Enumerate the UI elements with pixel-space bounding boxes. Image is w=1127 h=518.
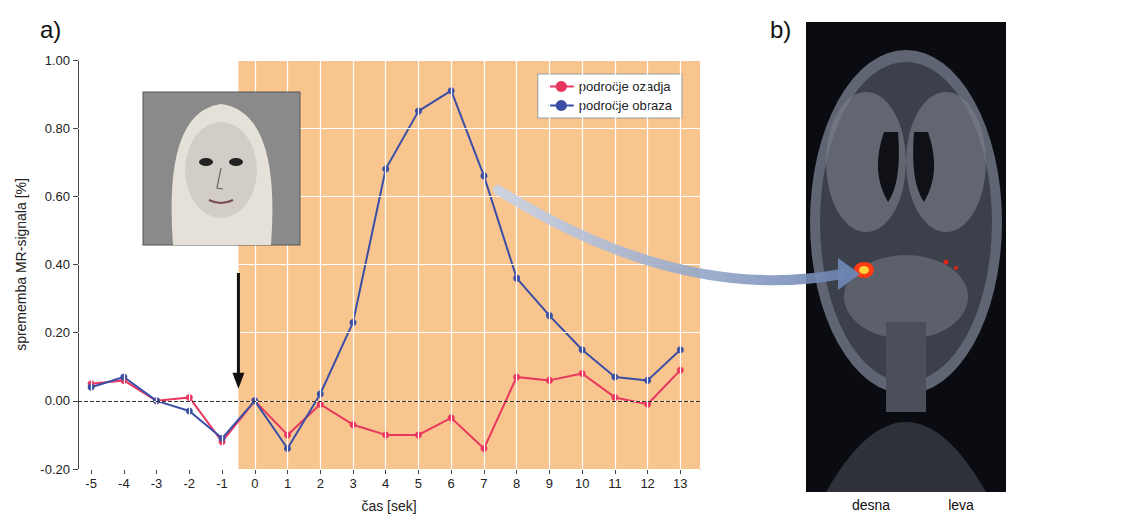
svg-text:b): b) — [770, 16, 791, 43]
svg-text:4: 4 — [382, 476, 389, 491]
svg-text:-2: -2 — [184, 476, 196, 491]
svg-text:a): a) — [40, 16, 61, 43]
svg-text:3: 3 — [349, 476, 356, 491]
svg-text:-1: -1 — [216, 476, 228, 491]
svg-text:0: 0 — [251, 476, 258, 491]
svg-text:7: 7 — [480, 476, 487, 491]
svg-text:-3: -3 — [151, 476, 163, 491]
svg-text:sprememba MR-signala [%]: sprememba MR-signala [%] — [13, 178, 29, 351]
svg-text:1: 1 — [284, 476, 291, 491]
svg-text:0.60: 0.60 — [45, 189, 70, 204]
svg-text:6: 6 — [448, 476, 455, 491]
svg-text:področje obraza: področje obraza — [579, 98, 673, 113]
svg-text:-5: -5 — [85, 476, 97, 491]
svg-text:čas [sek]: čas [sek] — [361, 498, 416, 514]
svg-text:5: 5 — [415, 476, 422, 491]
svg-text:0.80: 0.80 — [45, 121, 70, 136]
svg-text:0.40: 0.40 — [45, 257, 70, 272]
svg-text:0.20: 0.20 — [45, 325, 70, 340]
svg-text:10: 10 — [575, 476, 589, 491]
svg-text:12: 12 — [640, 476, 654, 491]
svg-text:8: 8 — [513, 476, 520, 491]
svg-text:področje ozadja: področje ozadja — [579, 79, 672, 94]
svg-text:leva: leva — [948, 497, 974, 513]
svg-text:-0.20: -0.20 — [40, 462, 70, 477]
svg-text:1.00: 1.00 — [45, 53, 70, 68]
svg-text:9: 9 — [546, 476, 553, 491]
svg-text:2: 2 — [317, 476, 324, 491]
svg-text:-4: -4 — [118, 476, 130, 491]
svg-text:0.00: 0.00 — [45, 393, 70, 408]
svg-text:desna: desna — [852, 497, 890, 513]
svg-text:11: 11 — [608, 476, 622, 491]
svg-text:13: 13 — [673, 476, 687, 491]
